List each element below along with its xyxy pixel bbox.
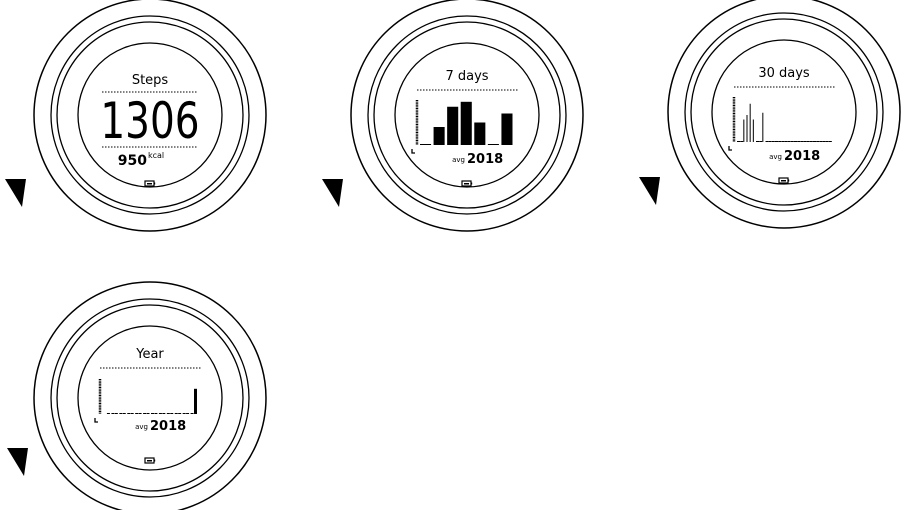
bar-chart bbox=[94, 379, 197, 423]
watch-bezel bbox=[33, 281, 267, 510]
bar bbox=[194, 388, 197, 414]
watch-ring bbox=[690, 18, 878, 206]
bar bbox=[501, 113, 513, 145]
avg-label: avg bbox=[135, 423, 148, 431]
arrow-down-left-icon bbox=[7, 448, 28, 476]
bar bbox=[460, 101, 472, 145]
arrow-down-left-icon bbox=[322, 179, 343, 207]
watch-ring bbox=[373, 21, 561, 209]
corner-marker bbox=[94, 418, 98, 423]
calories-unit: kcal bbox=[148, 151, 164, 160]
watch-display bbox=[77, 325, 223, 471]
screen-title: 7 days bbox=[445, 69, 488, 84]
watch-steps: Steps 1306 950 kcal bbox=[33, 0, 267, 232]
avg-value: 2018 bbox=[467, 152, 503, 167]
avg-label: avg bbox=[769, 153, 782, 161]
bar-chart bbox=[411, 100, 513, 154]
arrow-down-left-icon bbox=[5, 179, 26, 207]
corner-marker bbox=[728, 146, 732, 151]
bar bbox=[474, 122, 486, 145]
bar bbox=[447, 106, 459, 145]
avg-value: 2018 bbox=[784, 149, 820, 164]
watch-ring bbox=[56, 21, 244, 209]
bar bbox=[746, 115, 748, 142]
battery-icon bbox=[461, 180, 473, 187]
watch-bezel bbox=[33, 0, 267, 232]
screen-title: Steps bbox=[132, 73, 169, 88]
watch-7-days: 7 days avg 2018 bbox=[350, 0, 584, 232]
bar-chart bbox=[728, 97, 832, 151]
bar bbox=[749, 103, 751, 142]
watch-ring bbox=[367, 15, 567, 215]
avg-value: 2018 bbox=[150, 419, 186, 434]
watch-ring bbox=[50, 15, 250, 215]
watch-year: Year avg 2018 bbox=[33, 281, 267, 510]
watch-display bbox=[77, 42, 223, 188]
watch-30-days: 30 days avg 2018 bbox=[667, 0, 901, 229]
arrow-down-left-icon bbox=[639, 177, 660, 205]
watch-display bbox=[711, 39, 857, 185]
watch-bezel bbox=[667, 0, 901, 229]
screen-title: 30 days bbox=[758, 66, 810, 81]
bar bbox=[752, 119, 754, 142]
bar bbox=[762, 112, 764, 142]
battery-icon bbox=[144, 457, 156, 464]
watch-ring bbox=[50, 298, 250, 498]
watch-ring bbox=[684, 12, 884, 212]
bar bbox=[433, 127, 445, 145]
battery-icon bbox=[778, 177, 790, 184]
battery-icon bbox=[144, 180, 156, 187]
watch-display bbox=[394, 42, 540, 188]
bar bbox=[743, 119, 745, 142]
corner-marker bbox=[411, 149, 415, 154]
watch-ring bbox=[56, 304, 244, 492]
avg-label: avg bbox=[452, 156, 465, 164]
calories-value: 950 bbox=[118, 153, 147, 169]
steps-count: 1306 bbox=[100, 91, 199, 150]
screen-title: Year bbox=[135, 347, 164, 362]
